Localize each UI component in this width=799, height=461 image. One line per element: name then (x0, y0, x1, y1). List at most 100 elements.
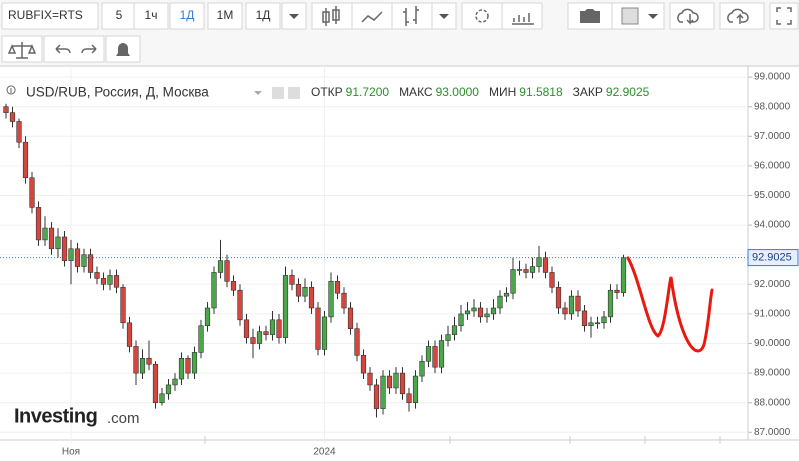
candle-body (185, 358, 191, 374)
alert-btn[interactable] (105, 35, 141, 63)
interval-label: 1М (217, 8, 234, 22)
dropdown-arrow (439, 14, 449, 19)
interval-btn[interactable] (245, 2, 281, 30)
y-tick-label: 99.0000 (754, 72, 791, 83)
compare-icon (7, 42, 37, 59)
x-tick-label: 2024 (313, 447, 336, 458)
legend-value: 91.7200 (346, 85, 390, 99)
candle-body (237, 289, 243, 321)
candle-body (542, 257, 549, 273)
candle-body (308, 286, 315, 309)
candle-body (367, 372, 373, 386)
candle-body (464, 310, 471, 315)
interval-btn[interactable] (169, 2, 205, 30)
candle-body (9, 112, 16, 122)
bars-btn[interactable] (391, 2, 433, 30)
candle-body (107, 275, 113, 285)
logo-suffix: .com (107, 410, 140, 427)
candle-body (386, 375, 393, 389)
candle-body (159, 393, 165, 404)
gear-icon[interactable] (288, 87, 300, 99)
ohlc-legend: ОТКР 91.7200 МАКС 93.0000 МИН 91.5818 ЗАКР 92.9… (311, 85, 650, 99)
candle-body (354, 328, 360, 356)
collapse-icon (6, 85, 16, 95)
candle-body (484, 313, 490, 318)
candle-body (594, 322, 601, 325)
candle-body (445, 334, 451, 341)
x-tick-label: Ноя (62, 447, 80, 458)
candle-body (61, 236, 68, 261)
candle-body (198, 325, 204, 353)
y-tick-label: 92.0000 (754, 279, 791, 290)
hand-drawn-forecast (626, 256, 714, 353)
last-price-label: 92.9025 (752, 251, 792, 263)
time-grid (204, 436, 721, 444)
interval-label: 1Д (180, 8, 195, 22)
cloud-down-icon (677, 8, 699, 25)
candle-body (347, 307, 354, 330)
interval-btn[interactable] (101, 2, 137, 30)
type-dropdown[interactable] (431, 2, 457, 30)
y-tick-label: 88.0000 (754, 397, 791, 408)
candle-body (68, 248, 74, 261)
settings-icon (475, 9, 489, 23)
undo-redo[interactable] (43, 35, 105, 63)
candle-body (503, 292, 510, 297)
candle-body (269, 319, 276, 335)
y-tick-label: 90.0000 (754, 338, 791, 349)
grid: 87.0000 88.0000 89.0000 90.0000 91.0000 92.00… (0, 66, 791, 458)
candle-body (516, 269, 523, 271)
interval-btn[interactable] (207, 2, 243, 30)
candle-body (139, 358, 146, 374)
fullscreen-btn[interactable] (769, 2, 799, 30)
candle-body (276, 319, 282, 338)
eye-icon[interactable] (272, 87, 284, 99)
legend-name: ОТКР (311, 85, 343, 99)
title-dropdown (254, 91, 262, 95)
candle-body (334, 281, 341, 294)
candles-btn[interactable] (311, 2, 353, 30)
symbol-box[interactable] (1, 2, 99, 30)
last-price-box (747, 249, 799, 267)
candle-body (94, 272, 100, 279)
dropdown-arrow (289, 14, 299, 19)
candle-body (224, 260, 230, 282)
candle-body (477, 307, 484, 318)
chart-title: USD/RUB, Россия, Д, Москва (26, 85, 209, 100)
candle-body (536, 257, 542, 267)
candle-body (172, 378, 178, 386)
y-tick-label: 95.0000 (754, 190, 791, 201)
color-icon (621, 7, 639, 25)
candle-body (133, 346, 139, 374)
line-btn[interactable] (351, 2, 393, 30)
candle-body (256, 331, 263, 344)
candle-body (328, 281, 334, 318)
candle-body (471, 307, 477, 312)
legend-name: МАКС (399, 85, 433, 99)
candle-body (35, 207, 42, 241)
candle-body (419, 360, 425, 377)
candle-body (360, 355, 367, 374)
legend-name: МИН (489, 85, 516, 99)
candle-body (191, 352, 198, 374)
interval-btn[interactable] (133, 2, 169, 30)
y-tick-label: 94.0000 (754, 220, 791, 231)
y-tick-label: 98.0000 (754, 101, 791, 112)
settings-btn[interactable] (461, 2, 503, 30)
candle-body (510, 269, 516, 294)
candle-body (412, 375, 419, 404)
alert-icon (116, 43, 130, 56)
undo-icon (55, 44, 71, 54)
candle-body (55, 236, 61, 250)
candle-body (490, 307, 497, 315)
candle-body (451, 325, 458, 335)
cloud-down-btn[interactable] (669, 2, 715, 30)
candle-body (373, 384, 380, 409)
candle-body (562, 307, 568, 315)
indicators-btn[interactable] (501, 2, 543, 30)
candle-body (178, 358, 185, 380)
candle-body (393, 372, 399, 389)
interval-label: 1ч (145, 8, 158, 22)
